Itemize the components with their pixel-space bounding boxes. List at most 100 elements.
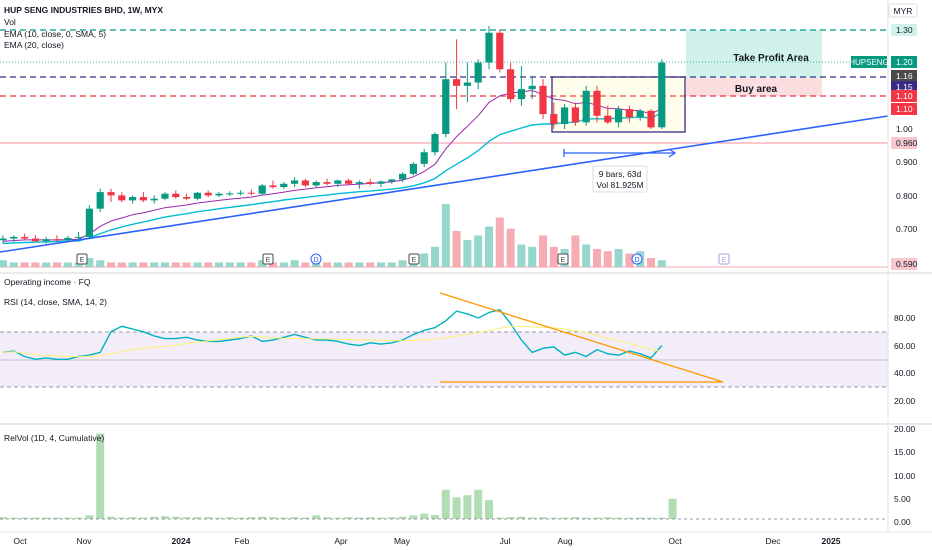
indicator-vol[interactable]: Vol <box>4 17 16 27</box>
relvol-bar <box>20 517 29 519</box>
relvol-bar <box>182 517 191 519</box>
candle-body <box>161 193 169 199</box>
rsi-axis-label: 20.00 <box>894 396 916 406</box>
indicator-ema20[interactable]: EMA (20, close) <box>4 40 64 50</box>
relvol-bar <box>312 515 321 519</box>
candle-body <box>420 152 428 164</box>
volume-bar <box>53 262 61 267</box>
time-axis-label: Nov <box>76 536 92 546</box>
time-axis-label: Oct <box>668 536 682 546</box>
volume-bar <box>236 262 245 267</box>
volume-bar <box>269 262 277 267</box>
candle-body <box>571 107 579 123</box>
relvol-bar <box>53 517 61 519</box>
relvol-bar <box>323 517 331 519</box>
time-axis-label: May <box>394 536 411 546</box>
candle-body <box>485 32 493 63</box>
relvol-bar <box>301 517 310 519</box>
candle-body <box>431 133 439 153</box>
relvol-bar <box>420 513 429 519</box>
relvol-bar <box>603 517 612 519</box>
trend-line[interactable] <box>0 115 889 253</box>
currency-badge[interactable] <box>888 3 918 18</box>
relvol-bar <box>409 515 418 519</box>
candle-body <box>85 208 93 237</box>
relvol-bar <box>344 517 353 519</box>
volume-bar <box>485 226 493 267</box>
relvol-bar <box>593 517 601 519</box>
range-measure-arrow-icon <box>668 148 677 158</box>
relvol-bar <box>614 517 623 519</box>
relvol-bar <box>31 517 40 519</box>
volume-bar <box>452 231 461 267</box>
relvol-bar <box>452 497 461 519</box>
candle-body <box>323 182 331 184</box>
candle-body <box>334 180 342 184</box>
currency-label: MYR <box>894 6 913 16</box>
volume-bar <box>593 249 601 267</box>
relvol-bar <box>63 517 72 519</box>
candle-body <box>658 62 666 128</box>
volume-bar <box>463 240 472 267</box>
candle-body <box>507 69 515 100</box>
earnings-marker-icon <box>262 253 274 265</box>
volume-bar <box>539 235 547 267</box>
volume-bar <box>657 260 666 267</box>
candle-body <box>409 163 417 174</box>
relvol-bar <box>495 517 504 519</box>
pane-title-relvol[interactable]: RelVol (1D, 4, Cumulative) <box>4 433 105 443</box>
candle-body <box>625 109 633 118</box>
relvol-bar <box>377 517 385 519</box>
relvol-bar <box>161 516 169 519</box>
candle-body <box>388 179 396 182</box>
rsi-trend-line[interactable] <box>439 292 724 383</box>
relvol-bar <box>528 517 537 519</box>
volume-bar <box>96 260 105 267</box>
candle-body <box>442 79 450 134</box>
candle-body <box>528 85 536 90</box>
volume-bar <box>150 262 159 267</box>
price-tag-bg <box>891 103 917 115</box>
ticker-tag-bg <box>851 56 887 68</box>
relvol-axis-label: 15.00 <box>894 447 916 457</box>
volume-bar <box>344 262 353 267</box>
candle-body <box>615 109 623 123</box>
range-bars-text: 9 bars, 63d <box>599 169 642 179</box>
indicator-ema10[interactable]: EMA (10, close, 0, SMA, 5) <box>4 29 107 39</box>
time-axis-label: Feb <box>235 536 250 546</box>
relvol-bar <box>107 516 115 519</box>
pane-title-rsi[interactable]: RSI (14, close, SMA, 14, 2) <box>4 297 107 307</box>
volume-bar <box>614 249 623 267</box>
relvol-bar <box>517 516 526 519</box>
candle-body <box>647 110 655 128</box>
earnings-marker-icon <box>718 253 730 265</box>
volume-bar <box>301 262 310 267</box>
relvol-bar <box>333 517 342 519</box>
range-vol-text: Vol 81.925M <box>596 180 643 190</box>
relvol-axis-label: 5.00 <box>894 494 911 504</box>
candle-body <box>312 182 320 186</box>
candle-body <box>129 197 137 201</box>
ticker-tag: HUPSENG <box>849 58 889 67</box>
relvol-bar <box>85 515 94 519</box>
candle-body <box>517 89 525 100</box>
relvol-bar <box>668 498 677 519</box>
candle-body <box>139 197 147 201</box>
relvol-bar <box>139 517 148 519</box>
volume-bar <box>204 262 213 267</box>
volume-bar <box>9 262 18 267</box>
take-profit-zone <box>686 30 822 78</box>
candle-body <box>64 237 72 241</box>
candle-body <box>399 173 407 180</box>
dividend-marker-icon <box>310 253 322 265</box>
relvol-bar <box>42 517 51 519</box>
volume-bar <box>549 246 558 267</box>
y-axis-labels: 1.00 0.900 0.800 0.700 80.00 60.00 40.00 20.00 2… <box>894 124 918 527</box>
relvol-axis-label: 10.00 <box>894 471 916 481</box>
event-marker-letter: E <box>722 257 727 264</box>
relvol-axis-label: 0.00 <box>894 517 911 527</box>
pane-title-operating-income[interactable]: Operating income · FQ <box>4 277 91 287</box>
